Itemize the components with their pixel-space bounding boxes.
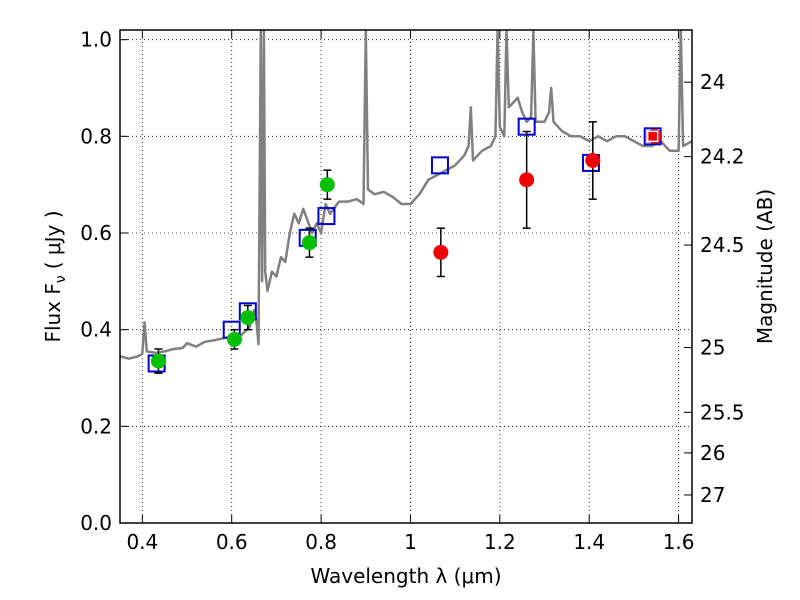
sed-template-curve: [120, 30, 692, 360]
green-photometry-point: [240, 310, 256, 326]
y-tick-label: 1.0: [80, 28, 112, 52]
x-tick-label: 1: [404, 530, 417, 554]
y-tick-label: 0.6: [80, 221, 112, 245]
x-tick-label: 0.8: [305, 530, 337, 554]
green-photometry-point: [301, 235, 317, 251]
y-tick-label: 0.2: [80, 414, 112, 438]
grid: [120, 30, 692, 524]
model-squares-group: [147, 117, 662, 373]
x-tick-label: 1.6: [663, 530, 695, 554]
green-photometry-point: [150, 353, 166, 369]
y-tick-label: 0.4: [80, 318, 112, 342]
x-tick-label: 1.4: [573, 530, 605, 554]
y-tick-label: 0.0: [80, 511, 112, 535]
x-tick-label: 0.6: [216, 530, 248, 554]
right-y-tick-label: 24.5: [700, 233, 745, 257]
red-photometry-point: [433, 244, 449, 260]
x-axis-label: Wavelength λ (μm): [310, 564, 501, 588]
right-y-tick-label: 25.5: [700, 400, 745, 424]
red-photometry-point: [519, 172, 535, 188]
last-square-highlight: [646, 130, 659, 143]
sed-curve-group: [120, 30, 692, 360]
green-photometry-point: [226, 331, 242, 347]
y-axis-label-group: Flux Fν( μJy ): [41, 210, 69, 342]
y-axis-label: Flux Fν( μJy ): [41, 210, 69, 342]
right-y-tick-label: 26: [700, 441, 725, 465]
right-y-axis-label: Magnitude (AB): [753, 189, 777, 344]
red-photometry-point: [585, 153, 601, 168]
right-y-tick-label: 27: [700, 483, 725, 507]
plot-frame: [119, 29, 693, 524]
x-tick-label: 1.2: [484, 530, 516, 554]
ticks-group: 0.4 0.6 0.8 1 1.2 1.4 1.6 0.0 0.2 0.4 0.6 0.8 1.0 24 2…: [80, 28, 744, 554]
x-tick-label: 0.4: [126, 530, 158, 554]
green-photometry-point: [319, 177, 335, 193]
right-y-tick-label: 24: [700, 70, 725, 94]
right-y-tick-label: 25: [700, 336, 725, 360]
right-y-tick-label: 24.2: [700, 145, 745, 169]
model-flux-square: [430, 156, 449, 175]
photometry-points-group: [150, 121, 662, 374]
model-flux-square: [317, 207, 336, 226]
y-tick-label: 0.8: [80, 124, 112, 148]
